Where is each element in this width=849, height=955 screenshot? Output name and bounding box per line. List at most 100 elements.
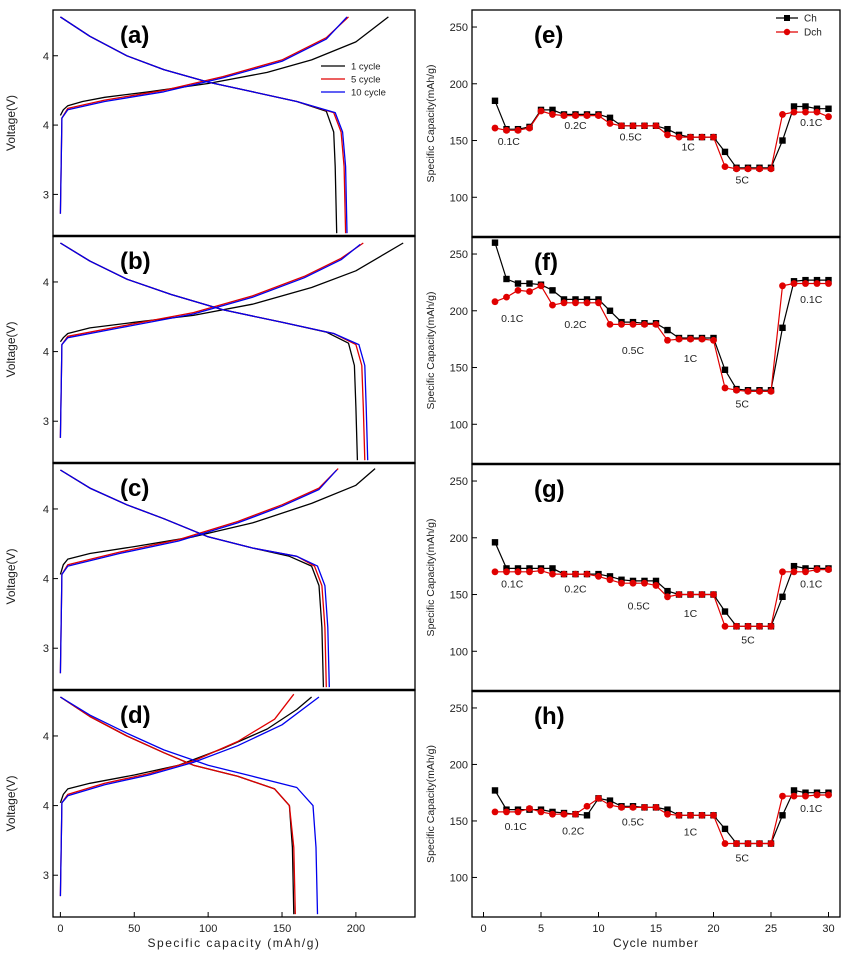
- data-point-ch: [606, 573, 614, 580]
- data-point-dch: [549, 570, 556, 578]
- data-point-ch: [526, 280, 533, 287]
- data-point-dch: [629, 320, 637, 328]
- y-tick-label: 200: [450, 79, 468, 91]
- data-point-dch: [756, 622, 763, 630]
- rate-annotation: 1C: [684, 608, 698, 620]
- data-point-ch: [721, 366, 729, 373]
- data-point-ch: [549, 565, 556, 572]
- y-axis-label: Voltage(V): [4, 775, 18, 831]
- data-point-ch: [813, 105, 821, 112]
- data-point-ch: [802, 276, 809, 284]
- data-point-ch: [583, 296, 591, 303]
- data-point-dch: [779, 568, 786, 576]
- legend-marker: [783, 28, 791, 36]
- data-point-dch: [503, 126, 510, 134]
- y-axis-label: Voltage(V): [4, 95, 18, 151]
- legend-label: 10 cycle: [351, 88, 386, 99]
- data-point-dch: [698, 335, 706, 343]
- data-point-dch: [825, 280, 832, 287]
- legend-label: Ch: [804, 14, 817, 25]
- data-point-ch: [606, 307, 614, 314]
- series-line-2-charge: [59, 242, 364, 438]
- rate-annotation: 0.1C: [501, 313, 524, 325]
- data-point-dch: [618, 803, 625, 811]
- panel-label: (f): [534, 249, 558, 276]
- data-point-ch: [664, 125, 671, 133]
- y-axis-label: Specific Capacity(mAh/g): [425, 745, 437, 863]
- series-line-dch: [494, 110, 829, 170]
- data-point-ch: [491, 539, 499, 546]
- data-point-dch: [549, 111, 556, 118]
- series-line-3-discharge: [60, 696, 319, 915]
- data-point-ch: [664, 806, 671, 813]
- data-point-dch: [606, 120, 614, 127]
- series-line-1-charge: [59, 16, 389, 116]
- data-point-dch: [537, 808, 545, 816]
- data-point-ch: [779, 324, 786, 331]
- data-point-dch: [698, 591, 706, 598]
- data-point-dch: [721, 840, 729, 847]
- series-line-2-discharge: [60, 242, 366, 461]
- series-line-2-charge: [59, 693, 295, 897]
- rate-annotation: 0.1C: [800, 294, 823, 306]
- series-line-2-discharge: [60, 696, 296, 915]
- y-tick-label: 4: [43, 347, 49, 359]
- data-point-dch: [514, 286, 522, 294]
- y-tick-label: 100: [450, 646, 468, 658]
- data-point-dch: [652, 582, 660, 589]
- data-point-dch: [767, 165, 775, 173]
- y-tick-label: 100: [450, 419, 468, 431]
- y-tick-label: 4: [43, 504, 49, 516]
- data-point-dch: [560, 112, 568, 119]
- rate-annotation: 0.1C: [800, 803, 823, 815]
- data-point-dch: [537, 107, 545, 115]
- data-point-dch: [779, 111, 786, 118]
- data-point-dch: [606, 320, 614, 328]
- data-point-dch: [813, 791, 821, 799]
- data-point-dch: [652, 803, 660, 811]
- data-point-dch: [491, 568, 499, 576]
- y-axis-label: Specific Capacity(mAh/g): [425, 292, 437, 410]
- data-point-dch: [790, 108, 798, 116]
- data-point-dch: [767, 387, 775, 395]
- x-tick-label: 10: [592, 923, 604, 935]
- series-line-1-discharge: [60, 16, 338, 234]
- series-line-1-discharge: [60, 469, 325, 688]
- data-point-dch: [664, 810, 671, 818]
- data-point-dch: [813, 566, 821, 573]
- data-point-dch: [710, 591, 717, 598]
- rate-annotation: 5C: [741, 634, 755, 646]
- data-point-ch: [491, 787, 499, 794]
- data-point-dch: [664, 131, 671, 139]
- data-point-dch: [595, 299, 602, 307]
- data-point-dch: [733, 840, 740, 847]
- x-tick-label: 0: [480, 923, 486, 935]
- data-point-dch: [756, 840, 763, 847]
- y-tick-label: 150: [450, 816, 468, 828]
- legend-label: 1 cycle: [351, 62, 381, 73]
- y-tick-label: 4: [43, 731, 49, 743]
- data-point-ch: [514, 565, 522, 572]
- data-point-dch: [813, 108, 821, 116]
- data-point-ch: [825, 105, 832, 112]
- data-point-dch: [790, 280, 798, 287]
- y-axis-label: Voltage(V): [4, 321, 18, 377]
- data-point-dch: [491, 124, 499, 132]
- rate-annotation: 0.5C: [622, 345, 645, 357]
- data-point-dch: [721, 163, 729, 171]
- data-point-dch: [572, 112, 579, 119]
- rate-annotation: 1C: [681, 142, 695, 154]
- y-tick-label: 100: [450, 192, 468, 204]
- data-point-dch: [503, 568, 510, 576]
- data-point-dch: [606, 576, 614, 584]
- rate-annotation: 0.1C: [501, 579, 524, 591]
- series-line-dch: [495, 568, 829, 627]
- panel-f: 100 150 200 250 Specific Capacity(mAh/g) (f) 0…: [425, 236, 841, 465]
- y-tick-label: 4: [43, 574, 49, 586]
- data-point-ch: [526, 565, 533, 572]
- data-point-dch: [560, 570, 568, 578]
- data-point-dch: [733, 165, 740, 173]
- data-point-dch: [756, 165, 763, 173]
- panel-label: (g): [534, 476, 565, 503]
